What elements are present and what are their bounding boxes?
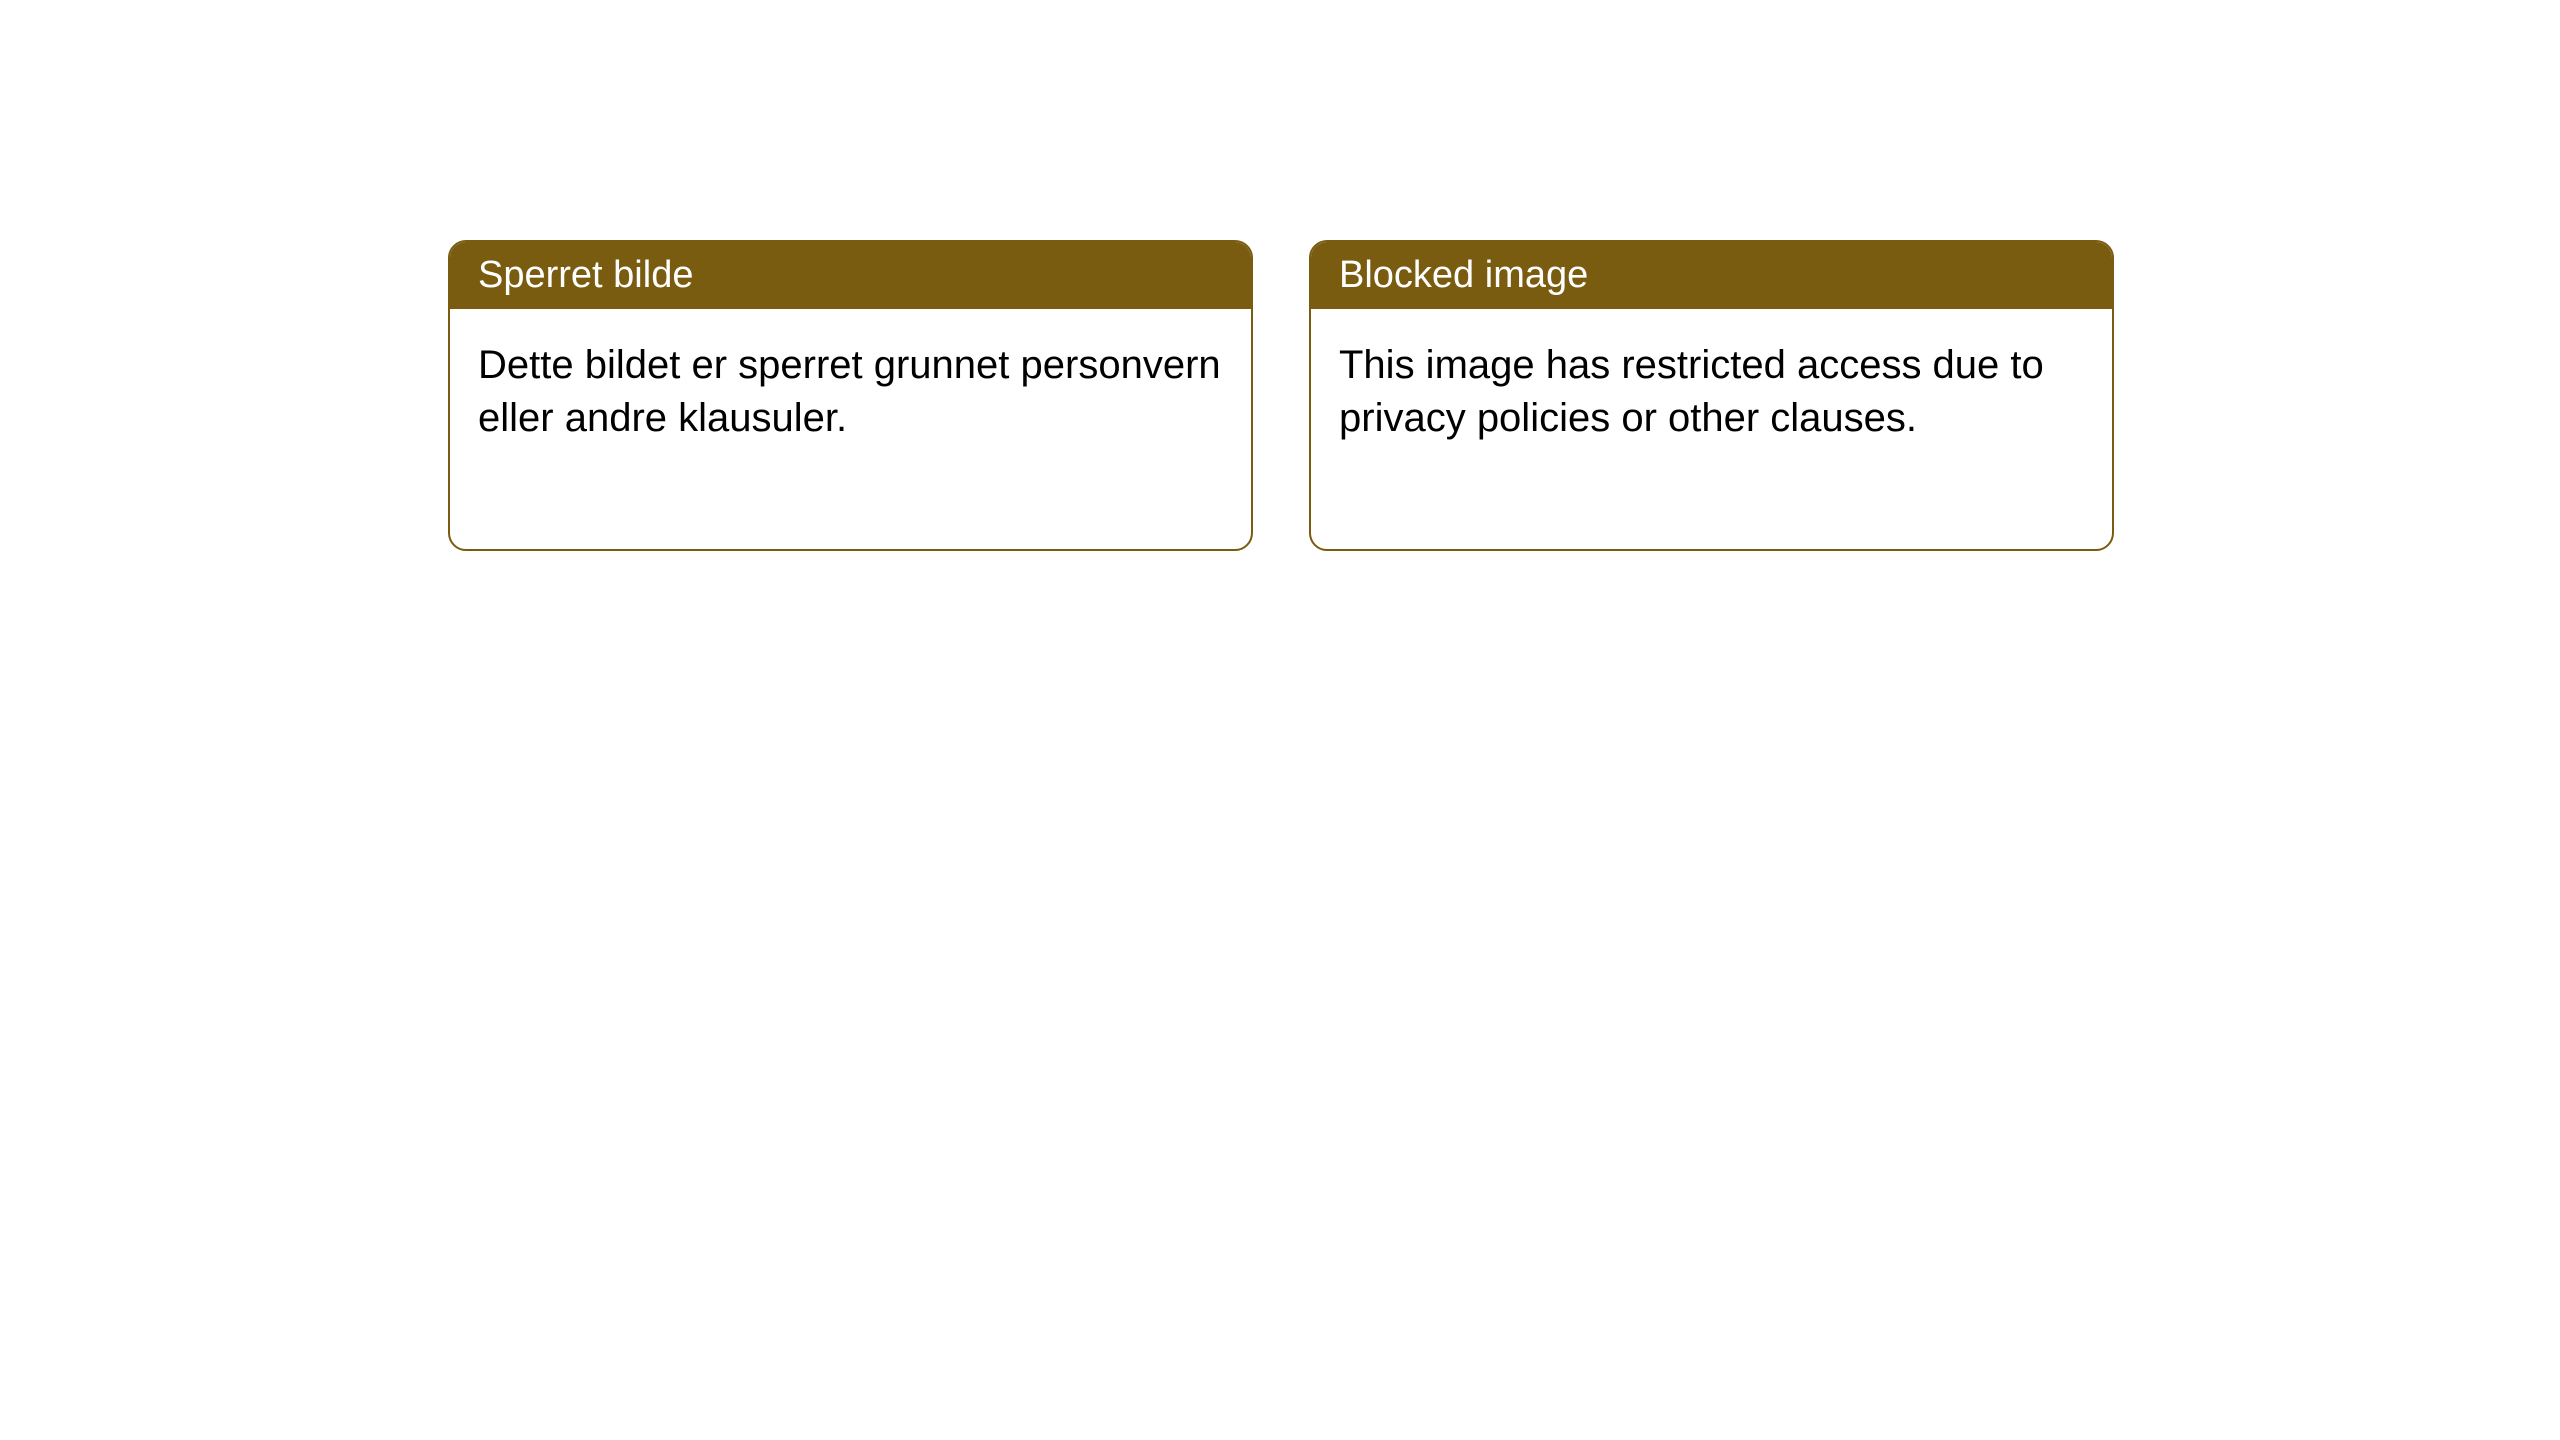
notice-container: Sperret bilde Dette bildet er sperret gr…	[448, 240, 2114, 551]
notice-card-english: Blocked image This image has restricted …	[1309, 240, 2114, 551]
notice-header: Blocked image	[1311, 242, 2112, 309]
notice-card-norwegian: Sperret bilde Dette bildet er sperret gr…	[448, 240, 1253, 551]
notice-body: This image has restricted access due to …	[1311, 309, 2112, 549]
notice-body: Dette bildet er sperret grunnet personve…	[450, 309, 1251, 549]
notice-header: Sperret bilde	[450, 242, 1251, 309]
